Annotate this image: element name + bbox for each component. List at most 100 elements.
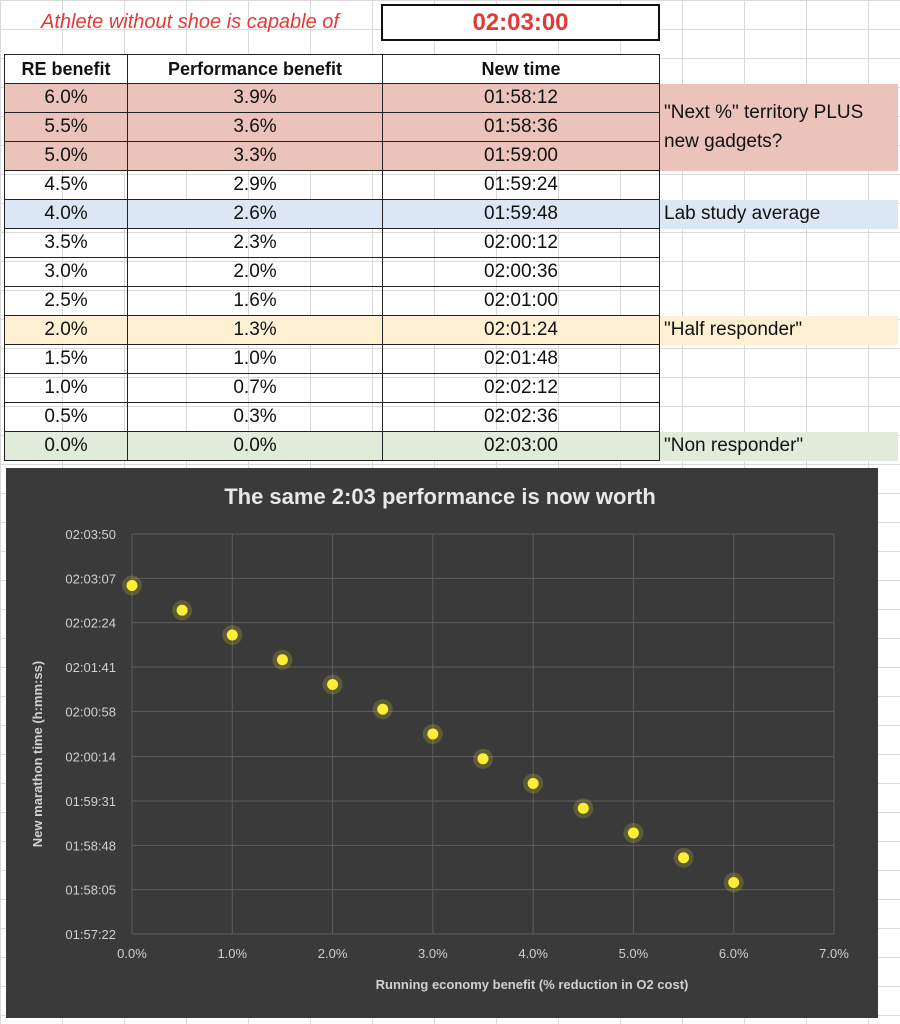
benefit-table: RE benefit Performance benefit New time … [4, 54, 898, 461]
time-cell[interactable]: 01:58:12 [382, 83, 660, 113]
re-cell[interactable]: 2.0% [4, 315, 128, 345]
table-row: 0.0% 0.0% 02:03:00 "Non responder" [4, 431, 898, 461]
y-tick-label: 01:58:48 [65, 838, 116, 853]
note-empty[interactable] [660, 287, 899, 316]
header-performance-benefit[interactable]: Performance benefit [127, 54, 383, 84]
y-tick-label: 02:03:07 [65, 571, 116, 586]
re-cell[interactable]: 4.0% [4, 199, 128, 229]
data-point[interactable] [226, 629, 238, 641]
data-point[interactable] [126, 580, 138, 592]
base-time-cell[interactable]: 02:03:00 [381, 4, 660, 41]
re-cell[interactable]: 2.5% [4, 286, 128, 316]
note-half-responder[interactable]: "Half responder" [659, 315, 898, 345]
grid-layer [131, 533, 835, 935]
header-re-benefit[interactable]: RE benefit [4, 54, 128, 84]
re-cell[interactable]: 3.5% [4, 228, 128, 258]
table-row: 6.0% 3.9% 01:58:12 "Next %" territory PL… [4, 83, 898, 171]
header-empty-cell[interactable] [660, 55, 899, 84]
re-cell[interactable]: 0.5% [4, 402, 128, 432]
perf-cell[interactable]: 2.0% [127, 257, 383, 287]
perf-cell[interactable]: 2.6% [127, 199, 383, 229]
note-empty[interactable] [660, 258, 899, 287]
perf-cell[interactable]: 2.3% [127, 228, 383, 258]
y-tick-label: 02:03:50 [65, 527, 116, 542]
data-point[interactable] [577, 802, 589, 814]
time-cell[interactable]: 02:01:24 [382, 315, 660, 345]
time-cell[interactable]: 02:01:00 [382, 286, 660, 316]
note-empty[interactable] [660, 374, 899, 403]
chart-canvas: The same 2:03 performance is now worth 0… [30, 484, 849, 992]
note-empty[interactable] [660, 345, 899, 374]
time-cell[interactable]: 01:58:36 [382, 112, 660, 142]
tick-layer: 0.0% 1.0% 2.0% 3.0% 4.0% 5.0% 6.0% 7.0% 01:57:22… [65, 527, 849, 961]
perf-cell[interactable]: 1.6% [127, 286, 383, 316]
time-cell[interactable]: 02:03:00 [382, 431, 660, 461]
perf-cell[interactable]: 0.0% [127, 431, 383, 461]
data-point[interactable] [427, 728, 439, 740]
time-cell[interactable]: 02:01:48 [382, 344, 660, 374]
time-cell[interactable]: 02:00:36 [382, 257, 660, 287]
table-row: 3.0% 2.0% 02:00:36 [4, 257, 899, 287]
data-point[interactable] [377, 703, 389, 715]
note-empty[interactable] [660, 171, 899, 200]
table-row: 1.0% 0.7% 02:02:12 [4, 373, 899, 403]
x-tick-label: 1.0% [217, 946, 247, 961]
data-point[interactable] [627, 827, 639, 839]
re-cell[interactable]: 1.5% [4, 344, 128, 374]
time-cell[interactable]: 02:00:12 [382, 228, 660, 258]
data-point[interactable] [527, 777, 539, 789]
data-point[interactable] [678, 852, 690, 864]
perf-cell[interactable]: 3.6% [127, 112, 383, 142]
re-cell[interactable]: 5.5% [4, 112, 128, 142]
table-row: 1.5% 1.0% 02:01:48 [4, 344, 899, 374]
y-tick-label: 02:01:41 [65, 660, 116, 675]
re-cell[interactable]: 4.5% [4, 170, 128, 200]
table-header-row: RE benefit Performance benefit New time [4, 54, 899, 84]
perf-cell[interactable]: 1.3% [127, 315, 383, 345]
time-cell[interactable]: 01:59:00 [382, 141, 660, 171]
re-cell[interactable]: 3.0% [4, 257, 128, 287]
note-non-responder[interactable]: "Non responder" [659, 431, 898, 461]
table-row: 5.0% 3.3% 01:59:00 [4, 141, 899, 171]
table-row: 2.0% 1.3% 02:01:24 "Half responder" [4, 315, 898, 345]
x-tick-label: 4.0% [518, 946, 548, 961]
table-row: 3.5% 2.3% 02:00:12 [4, 228, 899, 258]
x-tick-label: 2.0% [318, 946, 348, 961]
table-row: 0.5% 0.3% 02:02:36 [4, 402, 899, 432]
time-cell[interactable]: 01:59:24 [382, 170, 660, 200]
perf-cell[interactable]: 0.7% [127, 373, 383, 403]
re-cell[interactable]: 0.0% [4, 431, 128, 461]
perf-cell[interactable]: 1.0% [127, 344, 383, 374]
data-point[interactable] [276, 654, 288, 666]
table-row: 4.5% 2.9% 01:59:24 [4, 170, 899, 200]
time-cell[interactable]: 02:02:12 [382, 373, 660, 403]
perf-cell[interactable]: 0.3% [127, 402, 383, 432]
table-row: 5.5% 3.6% 01:58:36 [4, 112, 899, 142]
y-tick-label: 01:59:31 [65, 794, 116, 809]
scatter-chart[interactable]: The same 2:03 performance is now worth 0… [6, 468, 878, 1018]
time-cell[interactable]: 02:02:36 [382, 402, 660, 432]
x-tick-label: 7.0% [819, 946, 849, 961]
perf-cell[interactable]: 3.9% [127, 83, 383, 113]
data-point[interactable] [728, 876, 740, 888]
x-tick-label: 3.0% [418, 946, 448, 961]
note-empty[interactable] [660, 229, 899, 258]
re-cell[interactable]: 6.0% [4, 83, 128, 113]
time-cell[interactable]: 01:59:48 [382, 199, 660, 229]
point-layer [122, 575, 744, 893]
note-next-pct[interactable]: "Next %" territory PLUS new gadgets? [659, 83, 898, 171]
re-cell[interactable]: 1.0% [4, 373, 128, 403]
data-point[interactable] [327, 679, 339, 691]
perf-cell[interactable]: 2.9% [127, 170, 383, 200]
note-lab-average[interactable]: Lab study average [659, 199, 898, 229]
y-tick-label: 01:58:05 [65, 883, 116, 898]
header-new-time[interactable]: New time [382, 54, 660, 84]
perf-cell[interactable]: 3.3% [127, 141, 383, 171]
note-empty[interactable] [660, 403, 899, 432]
data-point[interactable] [176, 604, 188, 616]
athlete-label: Athlete without shoe is capable of [41, 11, 339, 33]
data-point[interactable] [477, 753, 489, 765]
re-cell[interactable]: 5.0% [4, 141, 128, 171]
y-tick-label: 02:00:58 [65, 704, 116, 719]
x-tick-label: 5.0% [619, 946, 649, 961]
